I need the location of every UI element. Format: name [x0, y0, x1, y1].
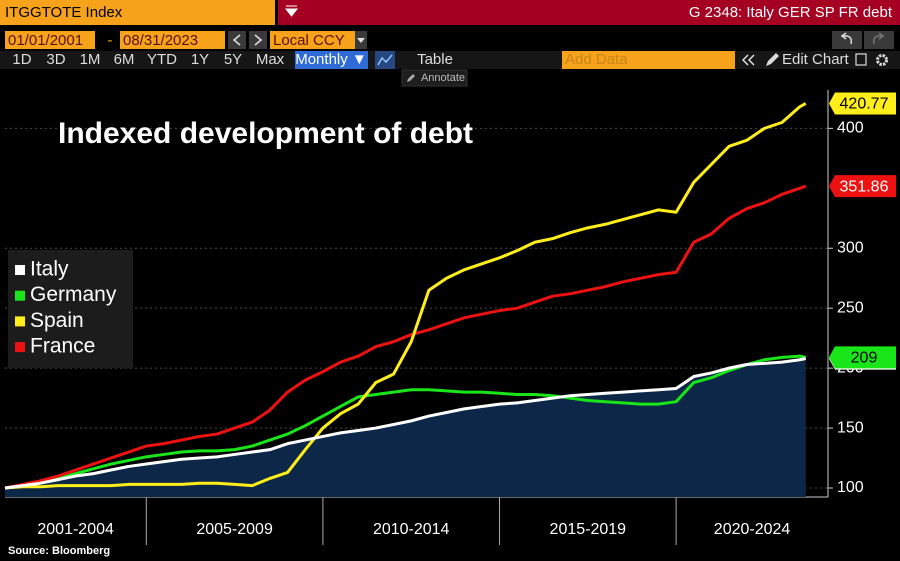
next-button[interactable] — [249, 31, 267, 49]
x-period-label: 2005-2009 — [196, 521, 273, 538]
annotate-label: Annotate — [421, 72, 465, 84]
prev-button[interactable] — [228, 31, 246, 49]
legend-label: Germany — [30, 283, 117, 306]
end-date-field[interactable] — [120, 31, 225, 49]
undo-icon — [840, 32, 853, 45]
dropdown-icon — [357, 38, 365, 43]
undo-button[interactable] — [832, 31, 862, 49]
area — [5, 358, 806, 497]
y-tick-label: 400 — [837, 120, 864, 137]
legend-label: Spain — [30, 309, 84, 332]
frequency: Monthly ▼ — [295, 51, 367, 68]
legend-marker — [15, 342, 25, 353]
edit-icon — [766, 53, 779, 66]
period-button[interactable]: 1M — [80, 51, 101, 68]
legend-label: Italy — [30, 258, 69, 281]
legend-marker — [15, 265, 25, 275]
x-period-label: 2001-2004 — [37, 521, 114, 538]
line — [4, 354, 807, 490]
y-tick-label: 250 — [837, 299, 864, 316]
line — [4, 102, 807, 490]
line — [4, 357, 807, 490]
period-button[interactable]: 5Y — [224, 51, 242, 68]
start-date-field[interactable] — [5, 31, 95, 49]
end-label-box — [829, 175, 896, 198]
redo-button[interactable] — [864, 31, 894, 49]
period-button[interactable]: Max — [256, 51, 285, 68]
table-button[interactable]: Table — [417, 51, 453, 68]
chart-type-icon — [377, 54, 393, 66]
add-data-field[interactable] — [562, 51, 735, 69]
x-period-label: 2015-2019 — [550, 521, 627, 538]
annotate-button[interactable] — [401, 69, 468, 87]
line — [4, 184, 807, 490]
legend — [8, 250, 133, 368]
y-tick-label: 150 — [837, 419, 864, 436]
legend-marker — [15, 290, 25, 301]
end-label: 351.86 — [840, 178, 889, 195]
legend-label: France — [30, 335, 95, 358]
prev-icon — [232, 34, 241, 46]
window-icon[interactable] — [855, 53, 867, 66]
end-label: 420.77 — [840, 96, 889, 113]
edit-chart-button[interactable]: Edit Chart — [782, 51, 850, 68]
title-bar — [305, 0, 900, 25]
y-tick-label: 100 — [837, 479, 864, 496]
period-button[interactable]: YTD — [147, 51, 177, 68]
redo-icon — [872, 32, 885, 45]
end-date: 08/31/2023 — [123, 32, 198, 49]
period-button[interactable]: 3D — [46, 51, 65, 68]
add-data: Add Data — [565, 51, 628, 68]
end-label-box — [829, 92, 896, 115]
next-icon — [254, 34, 263, 46]
chart-title: Indexed development of debt — [58, 117, 473, 150]
ticker: ITGGTOTE Index — [5, 4, 123, 21]
period-button[interactable]: 6M — [114, 51, 135, 68]
ticker-field[interactable] — [0, 0, 275, 25]
y-tick-label: 300 — [837, 239, 864, 256]
start-date: 01/01/2001 — [8, 32, 83, 49]
currency-field[interactable] — [270, 31, 355, 49]
date-separator: - — [108, 32, 113, 49]
page-title: G 2348: Italy GER SP FR debt — [689, 4, 893, 21]
source: Source: Bloomberg — [8, 545, 110, 557]
dropdown-icon — [284, 5, 299, 17]
x-period-label: 2010-2014 — [373, 521, 450, 538]
x-period-label: 2020-2024 — [714, 521, 791, 538]
settings-icon[interactable] — [876, 54, 888, 66]
end-label: 209 — [851, 350, 878, 367]
end-label-box — [829, 346, 896, 369]
collapse-icon[interactable] — [741, 54, 755, 66]
legend-marker — [15, 316, 25, 327]
period-button[interactable]: 1D — [12, 51, 31, 68]
period-button[interactable]: 1Y — [191, 51, 209, 68]
annotate-icon — [407, 74, 415, 82]
frequency-button[interactable] — [295, 51, 368, 69]
currency: Local CCY — [273, 32, 345, 49]
